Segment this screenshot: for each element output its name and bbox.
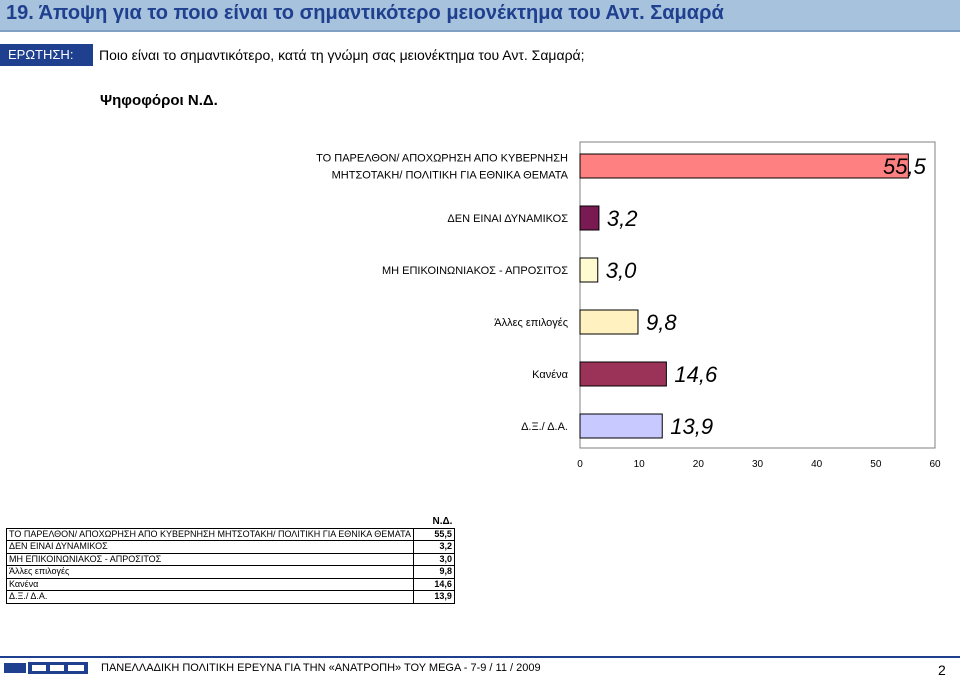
plot-frame [579, 141, 936, 449]
title-bar [0, 0, 960, 32]
table-column-header: Ν.Δ. [432, 516, 453, 528]
table-cell-label: Δ.Ξ./ Δ.Α. [6, 590, 414, 604]
table-cell-value: 3,2 [412, 540, 455, 554]
bar [579, 257, 599, 283]
page-title: 19. Άποψη για το ποιο είναι το σημαντικό… [6, 2, 724, 24]
bar [579, 153, 909, 179]
table-cell-label: ΤΟ ΠΑΡΕΛΘΟΝ/ ΑΠΟΧΩΡΗΣΗ ΑΠΟ ΚΥΒΕΡΝΗΣΗ ΜΗΤ… [6, 527, 414, 541]
category-label: ΜΗΤΣΟΤΑΚΗ/ ΠΟΛΙΤΙΚΗ ΓΙΑ ΕΘΝΙΚΑ ΘΕΜΑΤΑ [332, 170, 569, 182]
data-label: 13,9 [670, 414, 713, 439]
data-label: 9,8 [646, 310, 677, 335]
table-cell-value: 3,0 [412, 552, 455, 566]
data-label: 55,5 [883, 154, 927, 179]
page-number: 2 [938, 662, 946, 678]
bar [579, 413, 663, 439]
table-row: Δ.Ξ./ Δ.Α. 13,9 [6, 590, 455, 604]
table-cell-value: 13,9 [412, 590, 455, 604]
table-row: ΔΕΝ ΕΙΝΑΙ ΔΥΝΑΜΙΚΟΣ 3,2 [6, 540, 455, 554]
x-tick-label: 40 [811, 459, 823, 470]
category-label: Άλλες επιλογές [494, 317, 568, 329]
data-label: 3,0 [606, 258, 637, 283]
bar [579, 309, 639, 335]
category-label: ΜΗ ΕΠΙΚΟΙΝΩΝΙΑΚΟΣ - ΑΠΡΟΣΙΤΟΣ [382, 265, 568, 277]
table-cell-label: ΜΗ ΕΠΙΚΟΙΝΩΝΙΑΚΟΣ - ΑΠΡΟΣΙΤΟΣ [6, 552, 414, 566]
x-tick-label: 30 [752, 459, 764, 470]
category-label: Κανένα [532, 369, 568, 381]
table-cell-label: Κανένα [6, 577, 414, 591]
category-label: ΔΕΝ ΕΙΝΑΙ ΔΥΝΑΜΙΚΟΣ [447, 213, 568, 225]
table-cell-label: ΔΕΝ ΕΙΝΑΙ ΔΥΝΑΜΙΚΟΣ [6, 540, 414, 554]
table-cell-value: 14,6 [412, 577, 455, 591]
data-label: 14,6 [674, 362, 718, 387]
x-tick-label: 60 [929, 459, 941, 470]
gpo-logo [4, 662, 88, 674]
data-table: Ν.Δ. ΤΟ ΠΑΡΕΛΘΟΝ/ ΑΠΟΧΩΡΗΣΗ ΑΠΟ ΚΥΒΕΡΝΗΣ… [6, 516, 455, 604]
table-cell-value: 55,5 [412, 527, 455, 541]
x-tick-label: 10 [634, 459, 646, 470]
data-label: 3,2 [607, 206, 638, 231]
table-row: Κανένα 14,6 [6, 577, 455, 591]
bar [579, 361, 667, 387]
table-cell-label: Άλλες επιλογές [6, 565, 414, 579]
voters-subtitle: Ψηφοφόροι Ν.Δ. [100, 92, 218, 109]
category-label: ΤΟ ΠΑΡΕΛΘΟΝ/ ΑΠΟΧΩΡΗΣΗ ΑΠΟ ΚΥΒΕΡΝΗΣΗ [316, 153, 568, 165]
table-row: Άλλες επιλογές 9,8 [6, 565, 455, 579]
bar-chart: ΤΟ ΠΑΡΕΛΘΟΝ/ ΑΠΟΧΩΡΗΣΗ ΑΠΟ ΚΥΒΕΡΝΗΣΗ ΜΗΤΣ… [316, 141, 941, 470]
question-label: ΕΡΩΤΗΣΗ: [0, 44, 93, 66]
bar [579, 205, 600, 231]
table-header-row: Ν.Δ. [7, 516, 455, 528]
category-label: Δ.Ξ./ Δ.Α. [521, 421, 568, 433]
table-row: ΤΟ ΠΑΡΕΛΘΟΝ/ ΑΠΟΧΩΡΗΣΗ ΑΠΟ ΚΥΒΕΡΝΗΣΗ ΜΗΤ… [6, 527, 455, 541]
x-tick-label: 0 [577, 459, 583, 470]
x-tick-label: 50 [870, 459, 882, 470]
table-cell-value: 9,8 [412, 565, 455, 579]
footer-divider [0, 656, 960, 658]
x-tick-label: 20 [693, 459, 705, 470]
table-row: ΜΗ ΕΠΙΚΟΙΝΩΝΙΑΚΟΣ - ΑΠΡΟΣΙΤΟΣ 3,0 [6, 552, 455, 566]
question-text: Ποιο είναι το σημαντικότερο, κατά τη γνώ… [99, 47, 585, 63]
footer-text: ΠΑΝΕΛΛΑΔΙΚΗ ΠΟΛΙΤΙΚΗ ΕΡΕΥΝΑ ΓΙΑ ΤΗΝ «ΑΝΑ… [101, 662, 541, 674]
